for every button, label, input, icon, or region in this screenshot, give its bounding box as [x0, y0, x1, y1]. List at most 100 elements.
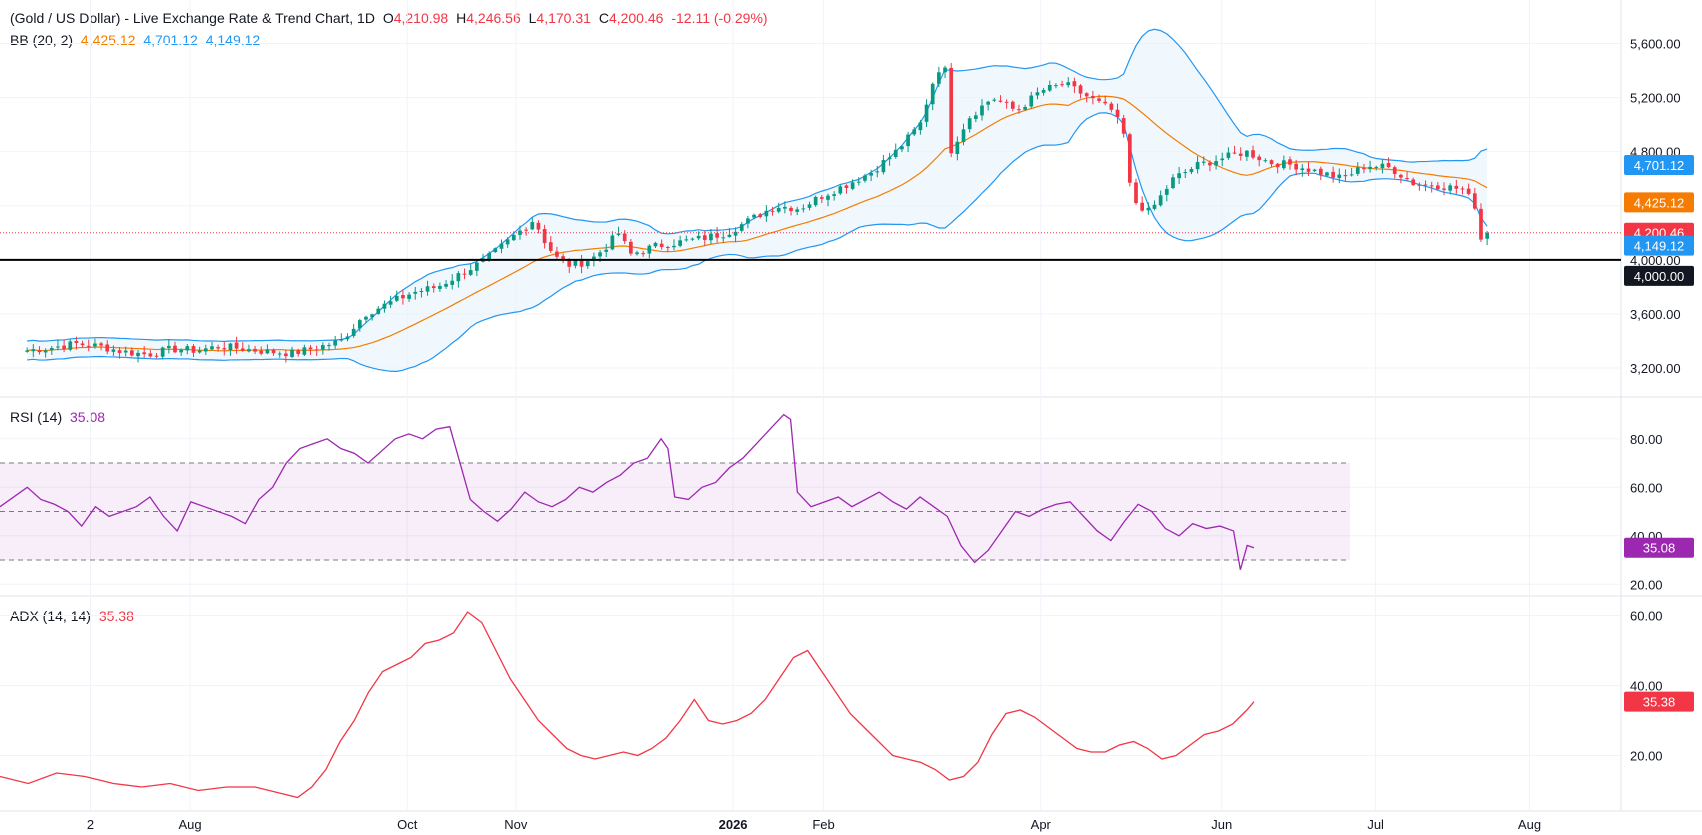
candle-body	[327, 345, 331, 347]
candle-body	[1300, 168, 1305, 171]
candle-body	[1405, 178, 1409, 180]
candle-body	[271, 349, 276, 354]
candle-body	[548, 242, 553, 251]
candle-body	[770, 210, 775, 212]
close-label: C	[598, 10, 609, 26]
candle-body	[696, 235, 701, 239]
open-label: O	[382, 10, 394, 26]
candle-body	[1325, 172, 1329, 176]
candle-body	[1349, 174, 1354, 176]
candle-body	[943, 67, 947, 73]
change-value: -12.11 (-0.29%)	[671, 10, 768, 26]
candle-body	[56, 346, 60, 348]
candle-body	[185, 346, 190, 351]
price-tick-label: 3,200.00	[1630, 361, 1681, 376]
tag-bb-upper: 4,701.12	[1634, 158, 1685, 173]
candle-body	[1134, 182, 1138, 204]
candle-body	[1091, 95, 1095, 99]
candle-body	[499, 243, 504, 249]
candle-body	[629, 241, 633, 254]
candle-body	[1232, 152, 1237, 154]
tag-bb-mid: 4,425.12	[1634, 195, 1685, 210]
high-label: H	[456, 10, 467, 26]
close-value: 4,200.46	[608, 10, 664, 26]
candle-body	[438, 285, 442, 289]
candle-body	[585, 261, 590, 267]
candle-body	[191, 346, 196, 353]
candle-body	[1017, 109, 1021, 111]
candle-body	[764, 210, 769, 217]
rsi-tick-label: 20.00	[1630, 577, 1663, 592]
candle-body	[573, 260, 578, 266]
candle-body	[475, 262, 479, 271]
candle-body	[166, 345, 171, 348]
candle-body	[684, 239, 689, 241]
candle-body	[419, 290, 424, 293]
candle-body	[826, 195, 830, 200]
candle-body	[536, 222, 541, 230]
price-tick-label: 5,600.00	[1630, 37, 1681, 52]
candle-body	[678, 240, 682, 246]
candle-body	[105, 344, 110, 352]
candle-body	[407, 294, 411, 299]
candle-body	[813, 196, 818, 206]
candle-body	[117, 350, 122, 353]
candle-body	[980, 105, 984, 116]
candle-body	[579, 260, 584, 267]
candle-body	[1066, 82, 1071, 86]
candle-body	[247, 349, 251, 352]
candle-body	[123, 350, 128, 353]
candle-body	[456, 273, 461, 282]
candle-body	[665, 246, 670, 248]
candle-body	[739, 224, 744, 231]
candle-body	[265, 349, 270, 354]
candle-body	[1294, 163, 1299, 170]
candle-body	[832, 194, 836, 196]
tag-level: 4,000.00	[1634, 269, 1685, 284]
bb-fill	[27, 29, 1488, 372]
rsi-label: RSI (14)	[10, 409, 63, 425]
candle-body	[992, 99, 997, 101]
candle-body	[222, 348, 227, 350]
candle-body	[635, 252, 639, 255]
high-value: 4,246.56	[466, 10, 521, 26]
candle-body	[1054, 85, 1058, 87]
candle-body	[875, 171, 880, 173]
candle-body	[838, 186, 843, 194]
candle-body	[210, 346, 214, 350]
candle-body	[302, 347, 307, 355]
time-tick-label: Apr	[1031, 817, 1052, 832]
candle-body	[776, 207, 781, 212]
bollinger-layer	[27, 28, 1488, 372]
candle-body	[1195, 162, 1200, 170]
low-value: 4,170.31	[536, 10, 591, 26]
rsi-tick-label: 80.00	[1630, 432, 1663, 447]
price-tag-layer: 4,701.124,425.124,200.464,149.124,000.00…	[1624, 155, 1694, 712]
candle-body	[1454, 185, 1459, 189]
candle-body	[382, 303, 387, 309]
candle-body	[487, 253, 492, 260]
adx-tick-label: 20.00	[1630, 749, 1663, 764]
candle-body	[690, 238, 695, 240]
candle-body	[1177, 173, 1181, 179]
tag-level-bg	[1624, 265, 1694, 286]
candle-body	[511, 235, 516, 241]
candle-body	[216, 347, 220, 349]
candle-body	[924, 104, 929, 122]
candle-body	[961, 129, 966, 143]
candle-body	[425, 286, 430, 292]
candle-body	[592, 256, 596, 261]
candle-body	[1337, 174, 1342, 179]
candle-body	[1269, 160, 1274, 165]
candle-body	[1306, 168, 1311, 172]
candle-body	[918, 122, 923, 131]
candle-body	[142, 352, 147, 355]
candle-body	[1189, 169, 1194, 173]
candle-body	[1362, 168, 1366, 170]
candle-body	[1115, 109, 1120, 118]
candle-body	[604, 249, 609, 252]
candle-body	[1472, 193, 1477, 209]
candle-body	[1238, 153, 1243, 156]
candle-body	[727, 234, 732, 237]
